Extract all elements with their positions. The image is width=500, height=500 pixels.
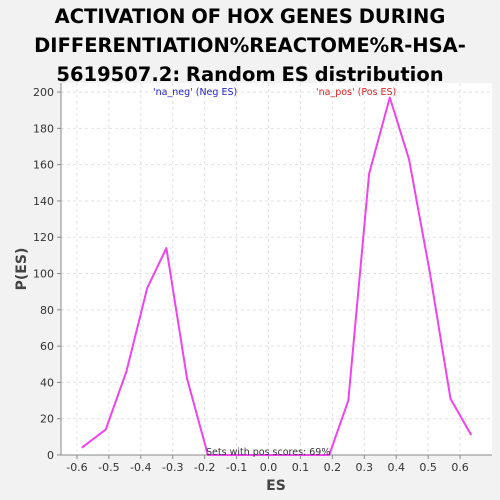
x-tick-label-0: -0.6	[66, 461, 87, 474]
x-tick-label-5: -0.1	[226, 461, 247, 474]
x-tick-label-9: 0.3	[356, 461, 374, 474]
x-tick-label-8: 0.2	[324, 461, 342, 474]
legend-neg: 'na_neg' (Neg ES)	[153, 87, 237, 98]
series-line	[81, 96, 473, 456]
y-tick-label-1: 20	[40, 413, 54, 426]
x-tick-label-10: 0.4	[387, 461, 405, 474]
x-tick-label-3: -0.3	[162, 461, 183, 474]
chart-title-line-3: 5619507.2: Random ES distribution	[56, 63, 444, 86]
y-tick-label-4: 80	[40, 304, 54, 317]
x-tick-label-1: -0.5	[98, 461, 119, 474]
y-tick-label-0: 0	[47, 449, 54, 462]
x-axis-title: ES	[266, 478, 286, 494]
y-axis-ticks: 0 20 40 60 80 100 120 140 160 180 200	[33, 86, 61, 462]
y-tick-label-5: 100	[33, 268, 54, 281]
y-axis-title: P(ES)	[14, 248, 30, 291]
chart-title-line-2: DIFFERENTIATION%REACTOME%R-HSA-	[34, 34, 466, 57]
x-tick-label-6: 0.0	[260, 461, 278, 474]
y-tick-label-8: 160	[33, 159, 54, 172]
pos-scores-annotation: Sets with pos scores: 69%	[206, 447, 330, 458]
y-tick-label-7: 140	[33, 195, 54, 208]
x-tick-label-4: -0.2	[194, 461, 215, 474]
chart-title-line-1: ACTIVATION OF HOX GENES DURING	[54, 5, 446, 28]
plot-area	[61, 83, 492, 455]
grid	[61, 83, 492, 456]
y-tick-label-10: 200	[33, 86, 54, 99]
x-tick-label-12: 0.6	[451, 461, 469, 474]
x-tick-label-2: -0.4	[130, 461, 151, 474]
x-tick-label-7: 0.1	[292, 461, 310, 474]
y-tick-label-3: 60	[40, 340, 54, 353]
legend-pos: 'na_pos' (Pos ES)	[316, 87, 396, 98]
y-tick-label-6: 120	[33, 231, 54, 244]
y-tick-label-9: 180	[33, 122, 54, 135]
y-tick-label-2: 40	[40, 376, 54, 389]
x-axis-ticks: -0.6 -0.5 -0.4 -0.3 -0.2 -0.1 0.0 0.1 0.2 0.3 0.4 0…	[66, 455, 469, 474]
chart-title: ACTIVATION OF HOX GENES DURING DIFFERENT…	[0, 2, 500, 89]
x-tick-label-11: 0.5	[419, 461, 437, 474]
